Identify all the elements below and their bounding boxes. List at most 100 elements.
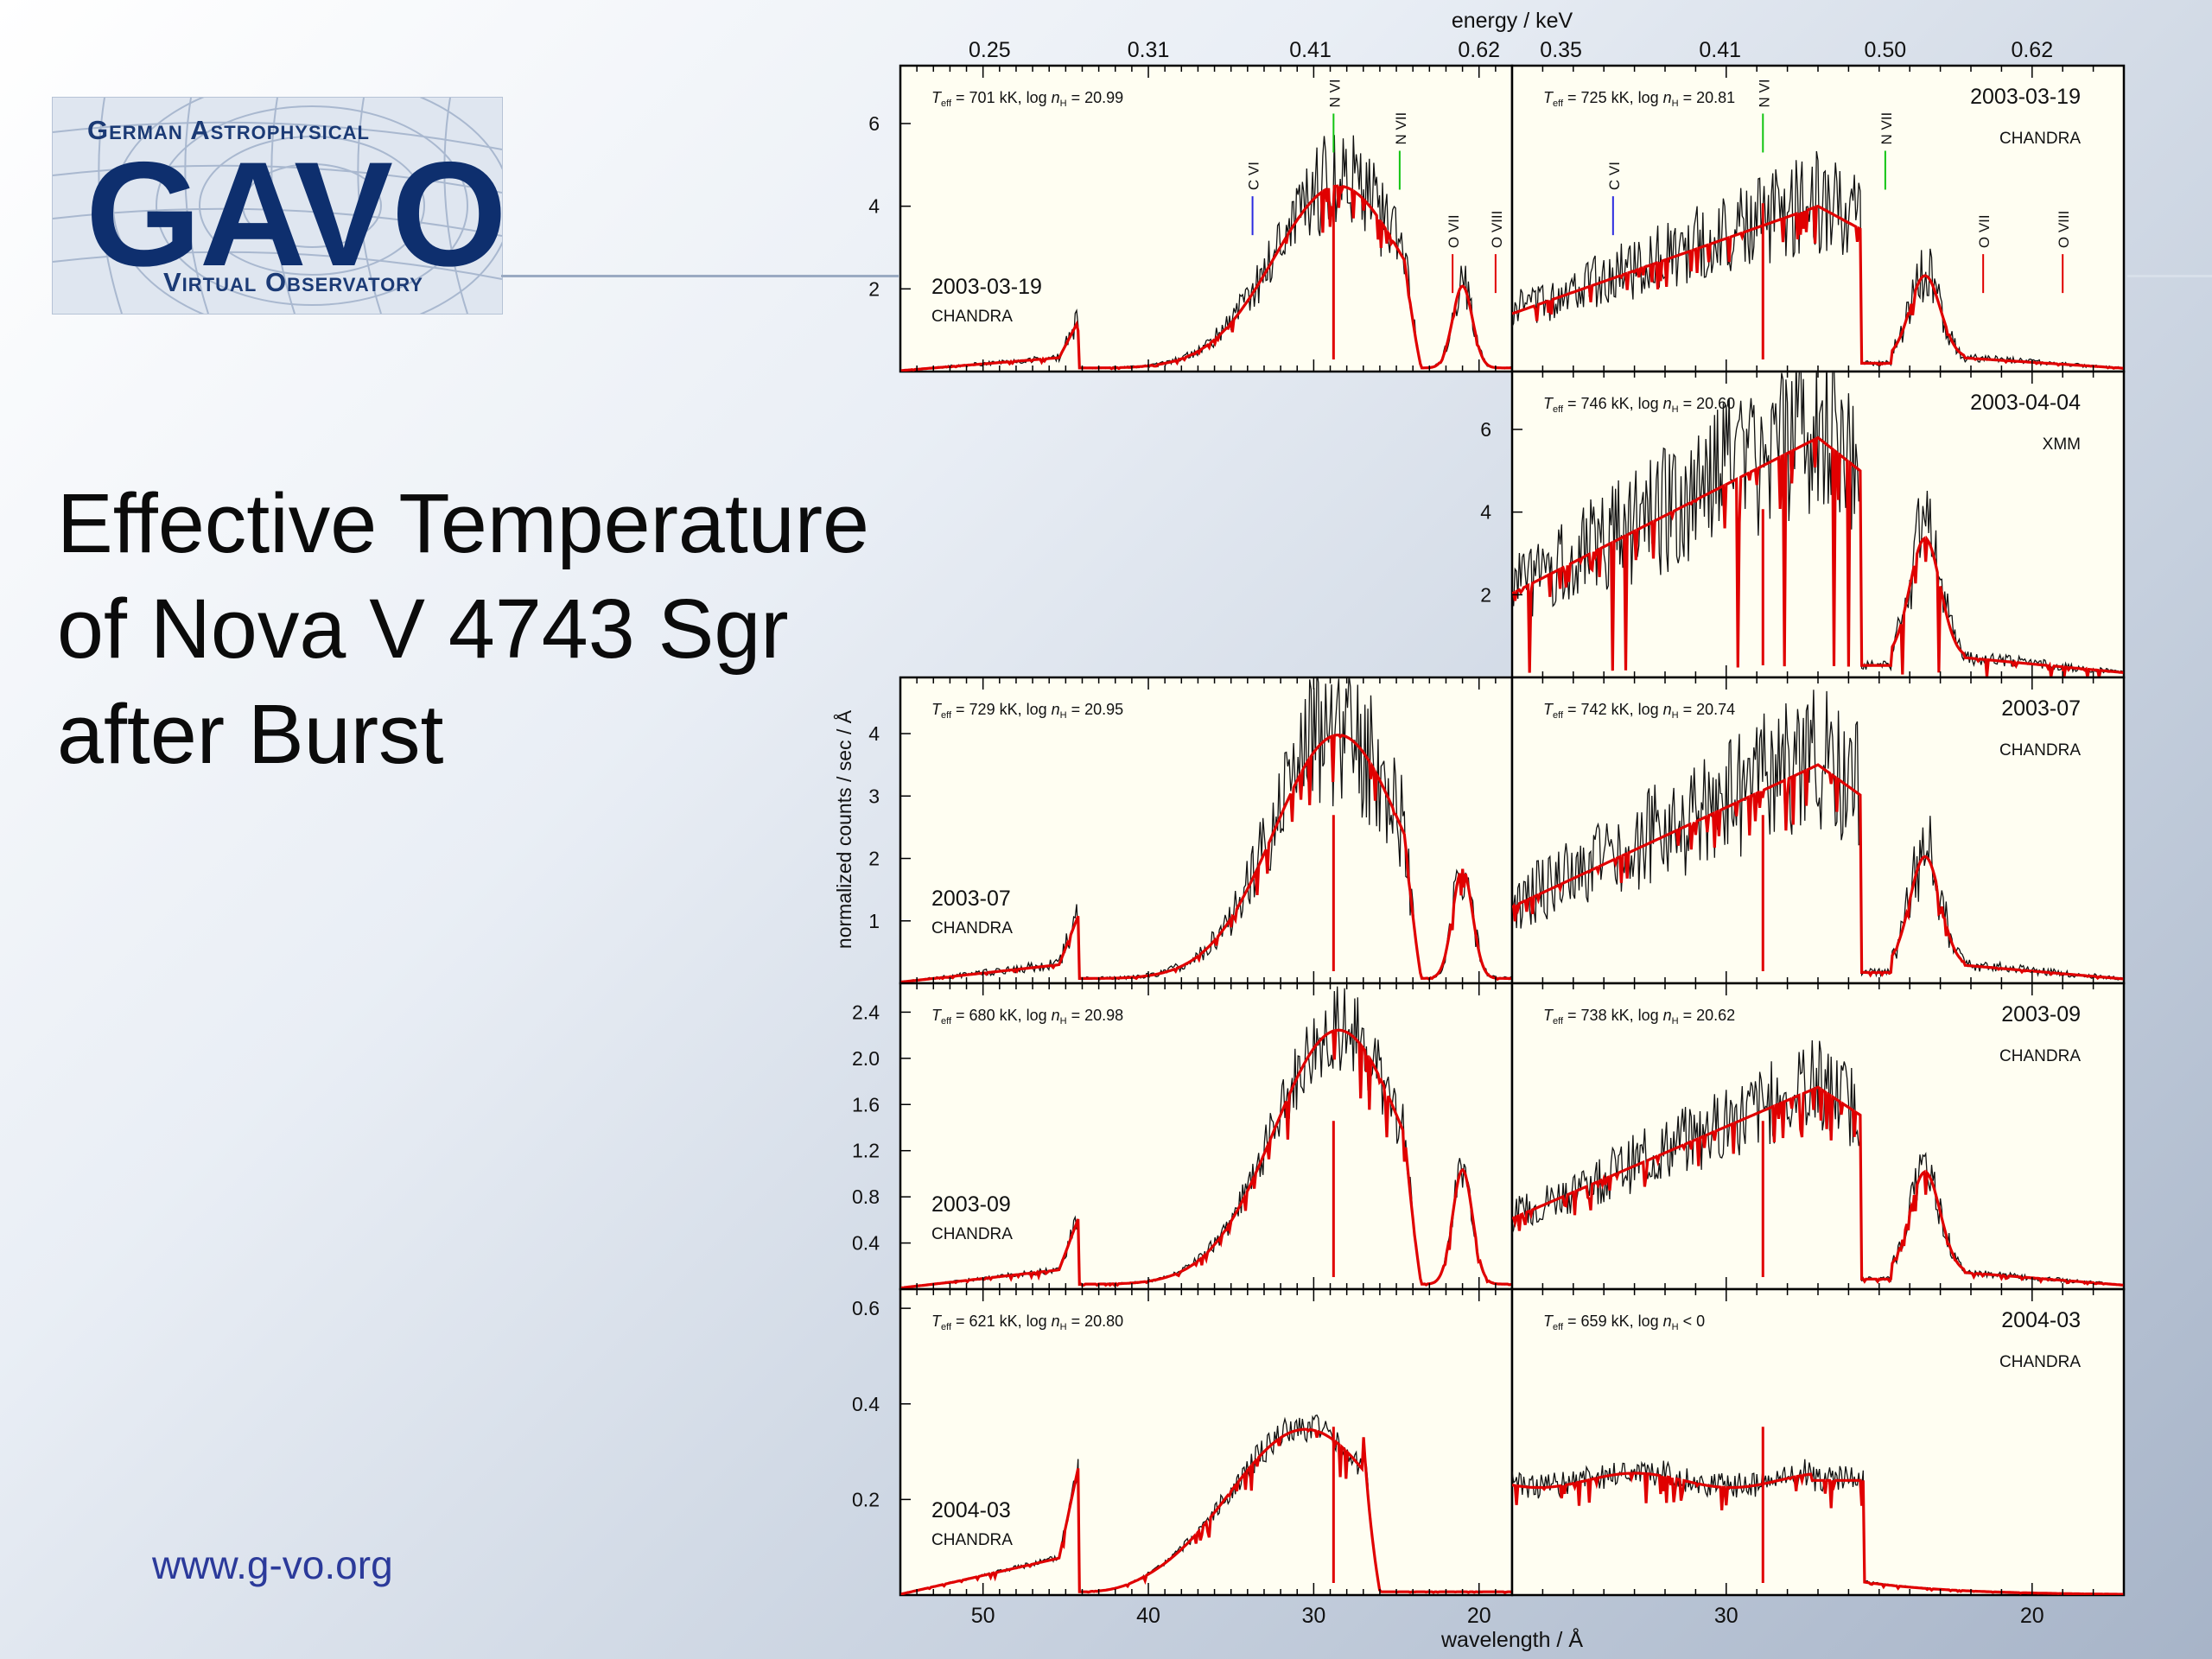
y-axis-title: normalized counts / sec / Å	[832, 709, 855, 949]
spectrum-panel-2003-09-left: 0.4 0.8 1.2 1.6 2.0 2.4 Teff = 680 kK, log nH …	[852, 982, 1514, 1291]
spectrum-panel-2003-07-left: 1 2 3 4 Teff = 729 kK, log nH = 20.95 2003-07…	[868, 676, 1514, 985]
panel-frame	[899, 982, 1514, 1291]
energy-tick-label: 0.41	[1699, 38, 1741, 62]
website-link[interactable]: www.g-vo.org	[152, 1542, 393, 1587]
logo-top-text: German Astrophysical	[87, 115, 370, 145]
y-tick-label: 4	[868, 722, 880, 745]
ion-line-label: O VIII	[2056, 211, 2072, 248]
ion-line-label: N VII	[1878, 112, 1895, 145]
spectrum-panel-2004-03-left: 0.2 0.4 0.6 Teff = 621 kK, log nH = 20.80 20…	[852, 1287, 1514, 1597]
y-tick-label: 0.8	[852, 1185, 880, 1208]
model-spectrum-line	[1512, 435, 2124, 677]
x-tick-label: 30	[1714, 1604, 1738, 1628]
panel-date: 2003-03-19	[931, 275, 1042, 299]
title-line-3: after Burst	[57, 687, 444, 781]
model-spectrum-line	[1512, 1471, 2124, 1595]
x-axis-title: wavelength / Å	[1440, 1626, 1583, 1652]
panel-parameters: Teff = 725 kK, log nH = 20.81	[1543, 89, 1735, 109]
observed-spectrum-line	[1512, 150, 2124, 370]
panel-instrument: XMM	[2043, 435, 2081, 454]
ion-line-label: O VII	[1446, 214, 1462, 248]
panel-parameters: Teff = 742 kK, log nH = 20.74	[1543, 701, 1735, 721]
panel-instrument: CHANDRA	[931, 308, 1013, 326]
energy-tick-label: 0.35	[1540, 38, 1582, 62]
logo-bottom-text: Virtual Observatory	[163, 267, 423, 297]
panel-date: 2003-09	[2001, 1002, 2081, 1027]
spectrum-panel-2004-03-right: Teff = 659 kK, log nH < 0 2004-03 CHANDRA	[1510, 1287, 2126, 1597]
panel-frame	[899, 1287, 1514, 1597]
panel-instrument: CHANDRA	[931, 919, 1013, 938]
spectrum-panel-2003-03-19-left: 2 4 6 Teff = 701 kK, log nH = 20.99 2003-03-…	[868, 64, 1514, 373]
ion-line-label: C VI	[1246, 162, 1262, 190]
panel-instrument: CHANDRA	[931, 1225, 1013, 1243]
y-tick-label: 1.2	[852, 1140, 880, 1162]
y-tick-label: 1	[868, 910, 880, 932]
panel-frame	[899, 676, 1514, 985]
panel-parameters: Teff = 729 kK, log nH = 20.95	[931, 701, 1123, 721]
y-tick-label: 2	[868, 848, 880, 870]
panel-date: 2003-03-19	[1970, 85, 2081, 109]
observed-spectrum-line	[1512, 1039, 2124, 1287]
panel-frame	[899, 64, 1514, 373]
x-tick-label: 50	[971, 1604, 995, 1628]
ion-line-label: N VI	[1326, 79, 1343, 107]
y-tick-label: 0.2	[852, 1488, 880, 1510]
ion-line-label: C VI	[1606, 162, 1623, 190]
energy-tick-label: 0.31	[1128, 38, 1170, 62]
panel-date: 2003-07	[2001, 696, 2081, 721]
y-tick-label: 3	[868, 785, 880, 807]
panel-date: 2004-03	[931, 1498, 1011, 1522]
y-tick-label: 6	[868, 112, 880, 135]
panel-instrument: CHANDRA	[1999, 1047, 2081, 1065]
spectrum-panel-2003-07-right: Teff = 742 kK, log nH = 20.74 2003-07 CHAN…	[1510, 676, 2126, 985]
y-tick-label: 2	[868, 277, 880, 300]
panel-parameters: Teff = 680 kK, log nH = 20.98	[931, 1007, 1123, 1027]
panel-instrument: CHANDRA	[1999, 741, 2081, 760]
panel-parameters: Teff = 659 kK, log nH < 0	[1543, 1313, 1705, 1332]
y-tick-label: 2	[1480, 583, 1491, 606]
energy-tick-label: 0.41	[1289, 38, 1332, 62]
panel-instrument: CHANDRA	[931, 1531, 1013, 1549]
panel-parameters: Teff = 746 kK, log nH = 20.60	[1543, 395, 1735, 415]
y-tick-label: 2.0	[852, 1047, 880, 1070]
model-spectrum-line	[900, 184, 1512, 372]
panel-frame	[1510, 370, 2126, 679]
model-spectrum-line	[1512, 763, 2124, 981]
y-tick-label: 0.6	[852, 1297, 880, 1319]
energy-tick-label: 0.62	[1458, 38, 1500, 62]
spectrum-panel-2003-04-04-right: 2 4 6 Teff = 746 kK, log nH = 20.60 2003-04-…	[1480, 370, 2126, 679]
swirl-graphic	[53, 98, 502, 314]
panel-date: 2003-09	[931, 1192, 1011, 1217]
ion-line-label: N VI	[1756, 79, 1772, 107]
y-tick-label: 4	[1480, 501, 1491, 524]
panel-frame	[1510, 676, 2126, 985]
slide-title: Effective Temperature of Nova V 4743 Sgr…	[57, 471, 921, 787]
header-rule-right	[2127, 275, 2212, 277]
model-spectrum-line	[1512, 1085, 2124, 1287]
spectrum-panel-2003-09-right: Teff = 738 kK, log nH = 20.62 2003-09 CHAN…	[1510, 982, 2126, 1291]
model-spectrum-line	[900, 733, 1512, 983]
ion-line-label: N VII	[1393, 112, 1409, 145]
energy-tick-label: 0.50	[1865, 38, 1907, 62]
title-line-1: Effective Temperature	[57, 476, 869, 570]
gavo-logo: German Astrophysical GAVO Virtual Observ…	[52, 97, 503, 315]
energy-tick-label: 0.62	[2011, 38, 2053, 62]
y-tick-label: 0.4	[852, 1232, 880, 1255]
y-tick-label: 1.6	[852, 1093, 880, 1116]
panel-instrument: CHANDRA	[1999, 130, 2081, 148]
panel-parameters: Teff = 701 kK, log nH = 20.99	[931, 89, 1123, 109]
y-tick-label: 0.4	[852, 1393, 880, 1415]
header-rule-left	[501, 275, 899, 277]
ion-line-label: O VII	[1976, 214, 1993, 248]
panel-parameters: Teff = 738 kK, log nH = 20.62	[1543, 1007, 1735, 1027]
y-tick-label: 4	[868, 195, 880, 218]
title-line-2: of Nova V 4743 Sgr	[57, 582, 789, 676]
panel-frame	[1510, 982, 2126, 1291]
panel-date: 2003-04-04	[1970, 391, 2081, 415]
spectrum-panel-2003-03-19-right: Teff = 725 kK, log nH = 20.81 2003-03-19 C…	[1510, 64, 2126, 373]
panel-parameters: Teff = 621 kK, log nH = 20.80	[931, 1313, 1123, 1332]
x-tick-label: 20	[2020, 1604, 2044, 1628]
y-tick-label: 6	[1480, 418, 1491, 441]
panel-instrument: CHANDRA	[1999, 1353, 2081, 1371]
